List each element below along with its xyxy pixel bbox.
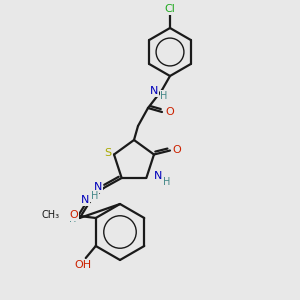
Text: O: O <box>69 210 78 220</box>
Text: Cl: Cl <box>165 4 176 14</box>
Text: H: H <box>163 177 170 187</box>
Text: H: H <box>91 191 98 201</box>
Text: H: H <box>69 214 76 224</box>
Text: OH: OH <box>74 260 91 270</box>
Text: O: O <box>172 145 181 154</box>
Text: N: N <box>150 86 158 96</box>
Text: H: H <box>160 91 168 101</box>
Text: N: N <box>94 182 102 192</box>
Text: S: S <box>104 148 112 158</box>
Text: CH₃: CH₃ <box>42 210 60 220</box>
Text: O: O <box>166 107 174 117</box>
Text: N: N <box>80 195 89 205</box>
Text: N: N <box>154 171 163 181</box>
